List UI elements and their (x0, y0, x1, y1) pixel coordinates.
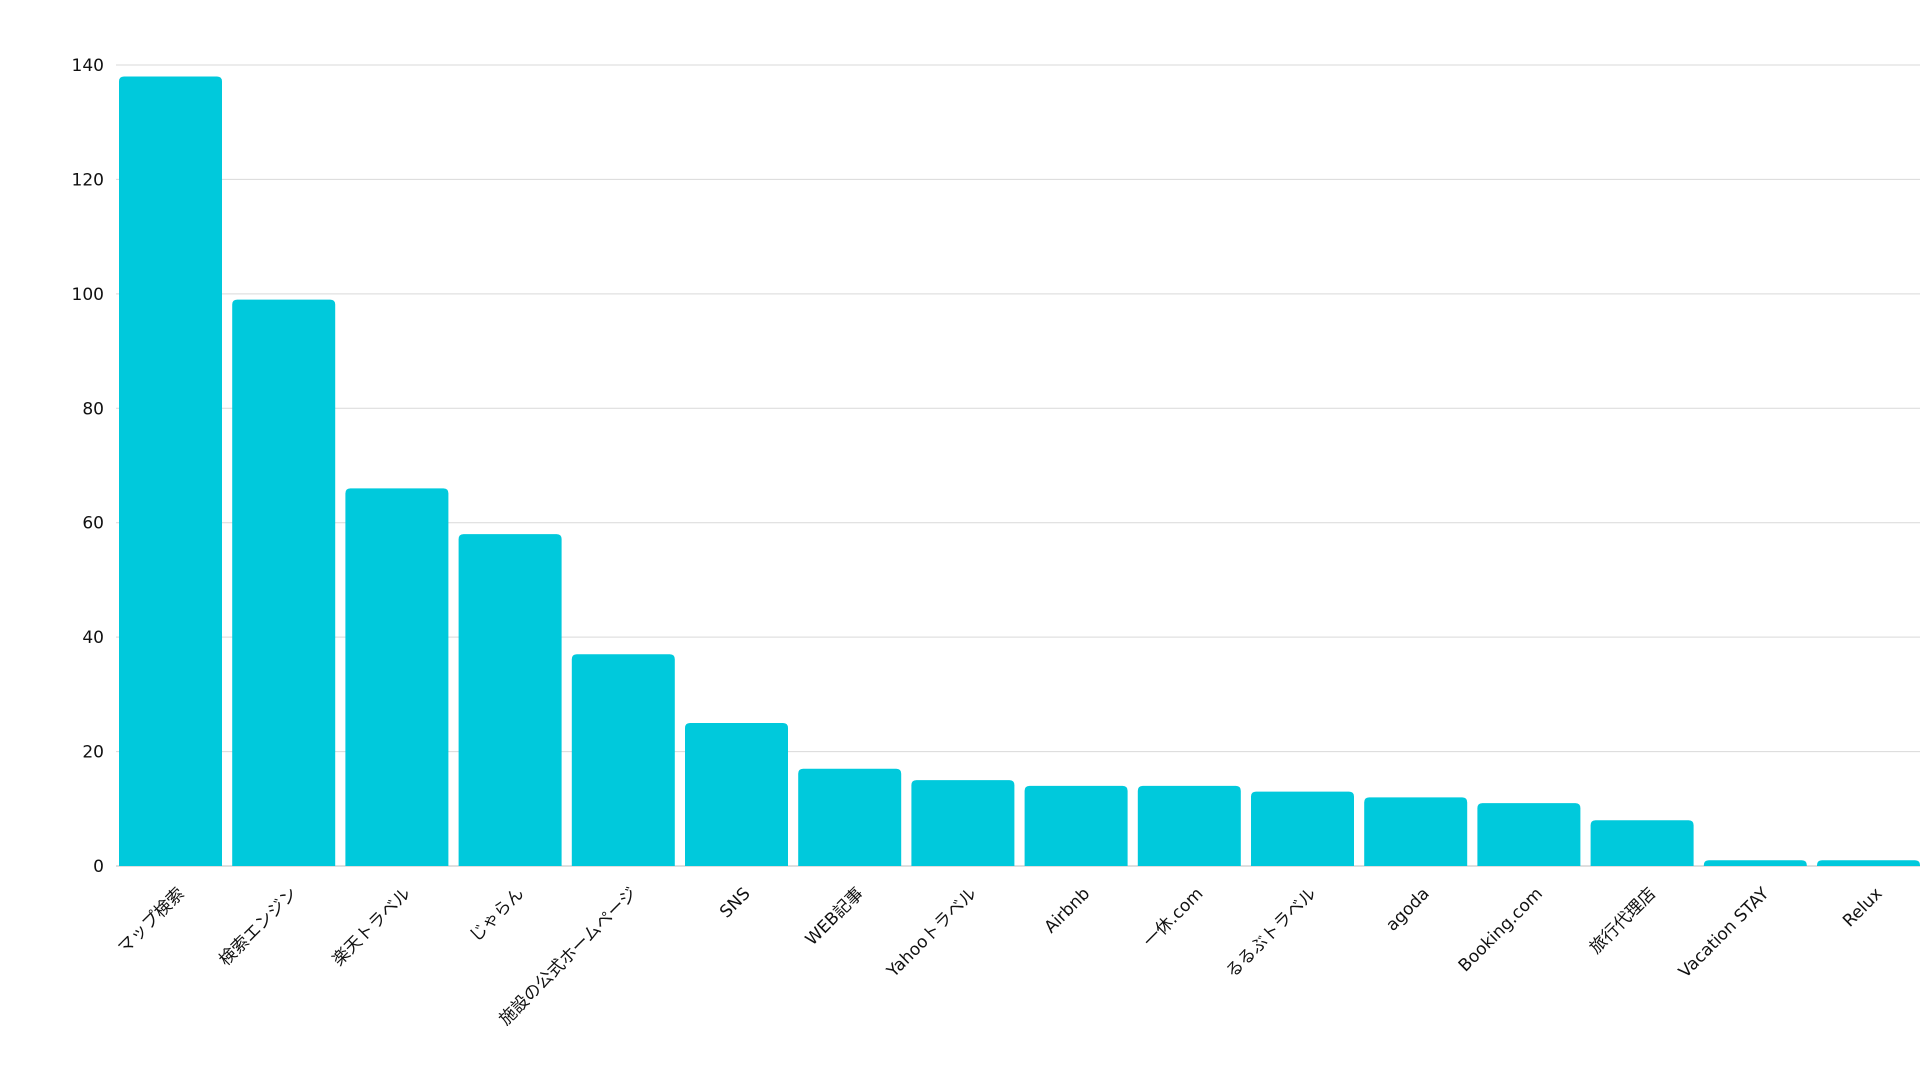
x-tick-label: Booking.com (1455, 884, 1547, 976)
x-tick-label: WEB記事 (802, 884, 868, 950)
bar (232, 299, 336, 866)
bar (1477, 803, 1581, 866)
x-tick-label: マップ検索 (114, 884, 188, 958)
y-tick-label: 0 (93, 857, 104, 877)
x-tick-label: じゃらん (466, 884, 528, 946)
bar (1703, 860, 1807, 866)
bar (571, 654, 675, 866)
bar (1024, 785, 1128, 866)
bar (345, 488, 449, 866)
x-tick-label: 一休.com (1140, 884, 1208, 952)
y-tick-label: 140 (72, 56, 104, 76)
bar (798, 768, 902, 866)
y-tick-label: 20 (82, 743, 104, 763)
y-tick-label: 100 (72, 285, 104, 305)
bar (685, 722, 788, 866)
x-tick-label: 旅行代理店 (1586, 884, 1660, 958)
x-tick-label: Relux (1839, 884, 1886, 931)
y-tick-label: 40 (82, 628, 104, 648)
bar (119, 76, 222, 866)
y-tick-label: 60 (82, 514, 104, 534)
x-tick-label: 楽天トラベル (329, 884, 415, 970)
x-tick-label: るるぶトラベル (1222, 884, 1320, 982)
bar (1137, 785, 1241, 866)
y-tick-label: 80 (82, 399, 104, 419)
y-tick-label: 120 (72, 170, 104, 190)
bar (1364, 797, 1468, 866)
x-tick-label: 検索エンジン (215, 884, 301, 970)
x-tick-label: Airbnb (1041, 884, 1095, 938)
y-axis-tick-labels: 0 20 40 60 80 100 120 140 (72, 56, 104, 877)
bar (1590, 820, 1694, 866)
bar (1251, 791, 1354, 866)
bars (119, 76, 1920, 866)
x-tick-label: agoda (1382, 884, 1433, 935)
x-tick-label: Vacation STAY (1675, 883, 1774, 982)
x-tick-label: SNS (716, 884, 754, 922)
bar (458, 534, 562, 866)
bar (1817, 860, 1920, 866)
x-tick-label: Yahooトラベル (883, 884, 981, 982)
bar (911, 780, 1015, 866)
